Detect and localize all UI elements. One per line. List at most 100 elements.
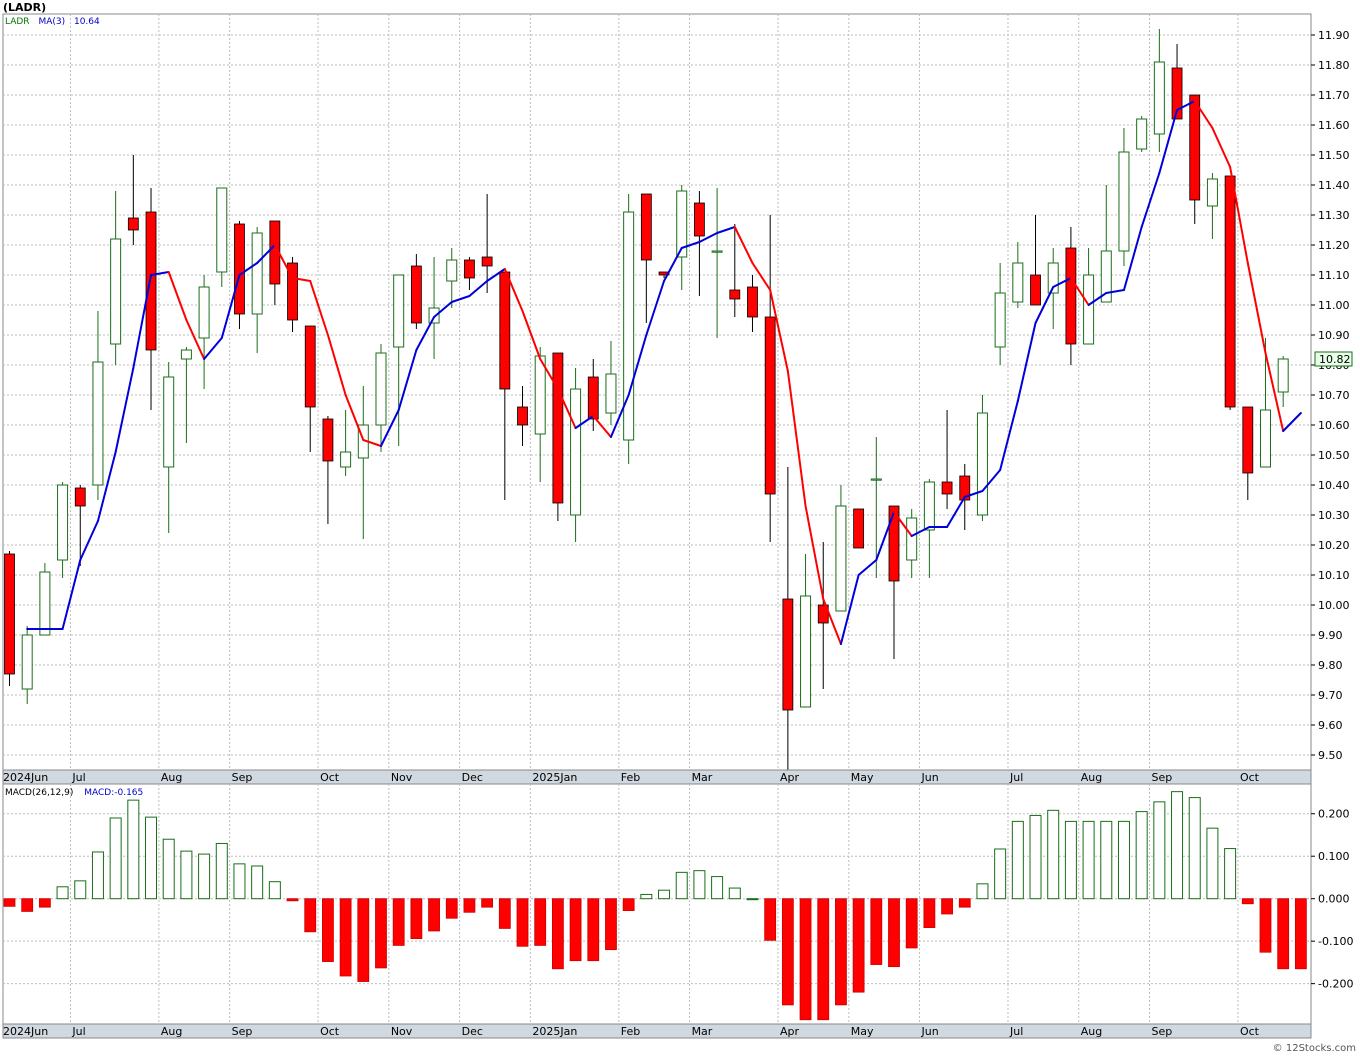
svg-text:10.82: 10.82 xyxy=(1319,353,1351,366)
macd-bar-positive xyxy=(145,816,158,900)
ma3-segment xyxy=(1282,412,1302,432)
macd-bar-positive xyxy=(1047,809,1060,900)
month-label: Mar xyxy=(692,1025,713,1038)
candle xyxy=(304,325,316,452)
candle xyxy=(1083,248,1095,345)
macd-bar-positive xyxy=(658,889,671,900)
candle xyxy=(1206,173,1218,239)
candle-body-up xyxy=(1083,274,1095,345)
ma3-segment xyxy=(999,400,1019,471)
macd-bar-positive xyxy=(1082,820,1095,900)
ma3-segment xyxy=(1140,172,1161,228)
macd-bar-positive xyxy=(1064,820,1077,900)
macd-panel xyxy=(2,783,1312,1025)
macd-bar-positive xyxy=(56,886,69,900)
price-tick-label: 10.20 xyxy=(1318,539,1350,552)
macd-tick-label: -0.100 xyxy=(1318,935,1353,948)
macd-bar-negative xyxy=(587,898,600,962)
candle-body-down xyxy=(4,553,15,675)
macd-bar-positive xyxy=(1171,791,1184,900)
macd-bar-positive xyxy=(198,853,211,900)
macd-bar-positive xyxy=(127,799,140,900)
macd-bar-negative xyxy=(622,898,635,911)
month-axis-bar xyxy=(2,769,1312,785)
month-label: Aug xyxy=(161,771,182,784)
month-label: 2025Jan xyxy=(532,771,577,784)
macd-bar-negative xyxy=(445,898,458,919)
candle xyxy=(322,416,334,524)
candle-body-up xyxy=(92,361,104,486)
candle xyxy=(375,344,387,452)
candle-body-up xyxy=(534,355,546,435)
ma3-segment xyxy=(1229,166,1249,264)
candle-body-down xyxy=(888,505,900,582)
month-label: Apr xyxy=(780,771,800,784)
svg-text:LADR MA(3) 10.64: LADR MA(3) 10.64 xyxy=(5,17,100,27)
month-label: Oct xyxy=(1240,1025,1260,1038)
price-tick-label: 10.10 xyxy=(1318,569,1350,582)
candle-body-up xyxy=(1118,151,1130,252)
ma3-segment xyxy=(1034,286,1055,324)
ma3-segment xyxy=(1016,322,1037,402)
month-label: Sep xyxy=(232,771,253,784)
candle-body-down xyxy=(640,193,652,261)
macd-bar-negative xyxy=(817,898,830,1021)
chart-title: (LADR) xyxy=(3,1,46,14)
candle xyxy=(994,263,1006,365)
macd-bar-negative xyxy=(516,898,529,947)
price-grid xyxy=(3,14,1311,770)
macd-bar-negative xyxy=(835,898,847,1006)
ma3-segment xyxy=(362,439,382,447)
candle-body-up xyxy=(251,232,263,315)
candle xyxy=(605,341,617,425)
ma3-segment xyxy=(645,280,666,336)
macd-bar-positive xyxy=(994,848,1007,900)
candle xyxy=(906,509,918,578)
ma3-segment xyxy=(574,415,595,429)
candle-body-down xyxy=(145,211,157,351)
legend-ma-value: 10.64 xyxy=(74,17,100,27)
macd-bar-positive xyxy=(693,870,706,900)
candle-body-up xyxy=(21,634,33,690)
candle-body-down xyxy=(1065,247,1077,345)
macd-bar-negative xyxy=(463,898,476,913)
macd-bar-negative xyxy=(764,898,777,941)
ma3-segment xyxy=(1264,352,1285,432)
price-tick-label: 11.30 xyxy=(1318,209,1350,222)
ma3-segment xyxy=(698,232,719,243)
candle xyxy=(74,485,86,566)
legend-ma: MA(3) xyxy=(38,17,65,27)
month-label: Feb xyxy=(621,771,640,784)
candle-body-down xyxy=(499,271,511,390)
candle-body-up xyxy=(428,307,440,324)
candle-body-down xyxy=(517,406,528,426)
candle-body-up xyxy=(180,349,192,360)
candle-body-down xyxy=(552,352,564,504)
ma3-segment xyxy=(857,559,878,576)
ma3-segment xyxy=(627,334,648,396)
macd-bar-negative xyxy=(958,898,971,908)
macd-bar-negative xyxy=(322,898,334,962)
candles xyxy=(4,29,1289,770)
macd-bar-negative xyxy=(1259,898,1272,953)
macd-bar-negative xyxy=(799,898,812,1021)
month-label: 2024Jun xyxy=(3,1025,48,1038)
candle-body-up xyxy=(906,517,918,561)
candle-body-down xyxy=(1242,406,1254,474)
price-tick-label: 10.30 xyxy=(1318,509,1350,522)
price-tick-label: 11.40 xyxy=(1318,179,1350,192)
candle xyxy=(1065,227,1077,365)
candle-body-down xyxy=(127,217,139,231)
candle xyxy=(676,185,688,290)
price-tick-label: 11.00 xyxy=(1318,299,1350,312)
price-tick-label: 11.70 xyxy=(1318,89,1350,102)
candle-body-down xyxy=(410,265,422,324)
macd-bar-negative xyxy=(870,898,883,965)
ma3-segment xyxy=(79,520,99,561)
candle-body-up xyxy=(676,190,688,258)
candle-body-up xyxy=(1153,61,1165,135)
candle-body-down xyxy=(729,289,741,300)
macd-bar-positive xyxy=(251,865,264,900)
macd-bar-positive xyxy=(1100,820,1113,900)
ma3-segment xyxy=(946,496,966,528)
